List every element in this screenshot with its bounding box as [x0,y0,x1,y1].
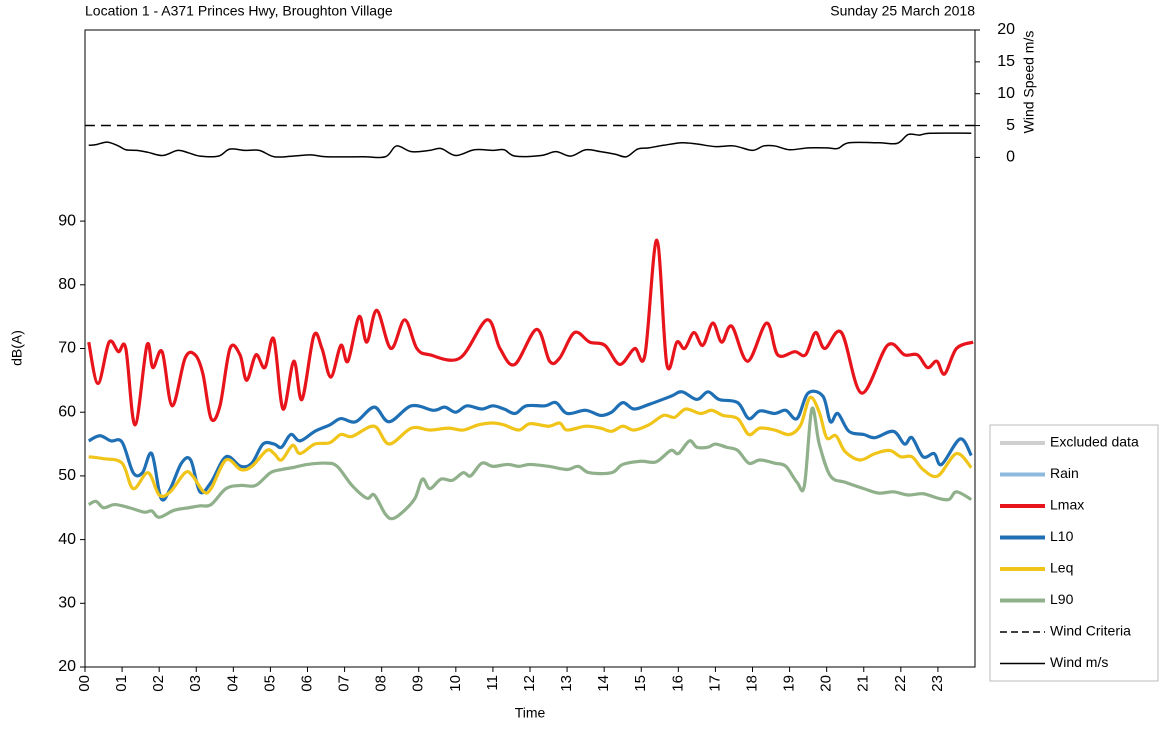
x-tick-label: 22 [892,675,909,692]
y-tick-label: 90 [58,212,76,229]
x-tick-label: 00 [76,675,93,692]
y2-tick-label: 15 [997,53,1015,70]
x-tick-label: 21 [855,675,872,692]
x-tick-label: 04 [224,675,241,692]
legend-label: Wind Criteria [1050,623,1131,639]
x-tick-label: 03 [187,675,204,692]
chart-title: Location 1 - A371 Princes Hwy, Broughton… [85,3,393,19]
y2-tick-label: 0 [1006,149,1015,166]
series-line [87,389,973,502]
x-tick-label: 19 [781,675,798,692]
x-tick-label: 20 [818,675,835,692]
y2-axis-label: Wind Speed m/s [1021,31,1037,134]
x-tick-label: 06 [298,675,315,692]
x-tick-label: 01 [113,675,130,692]
y-tick-label: 60 [58,403,76,420]
series-line [88,395,973,498]
x-tick-label: 05 [261,675,278,692]
legend-label: Excluded data [1050,434,1139,450]
x-tick-label: 16 [669,675,686,692]
x-tick-label: 11 [484,675,501,691]
legend-label: Leq [1050,560,1073,576]
y2-tick-label: 20 [997,21,1015,38]
y-tick-label: 40 [58,531,76,548]
x-tick-label: 08 [373,675,390,692]
x-tick-label: 10 [447,675,464,692]
series-line [88,132,972,159]
legend-label: Lmax [1050,497,1084,513]
y-axis-label: dB(A) [9,330,25,366]
legend-label: Rain [1050,465,1079,481]
legend-label: L90 [1050,591,1074,607]
chart-subtitle: Sunday 25 March 2018 [830,3,975,19]
x-tick-label: 02 [150,675,167,692]
y-tick-label: 70 [58,340,76,357]
x-tick-label: 14 [595,675,612,692]
legend-box [989,424,1159,682]
x-tick-label: 18 [743,675,760,692]
x-tick-label: 23 [929,675,946,692]
legend-label: Wind m/s [1050,654,1108,670]
y-tick-label: 50 [58,467,76,484]
y2-tick-label: 10 [997,85,1015,102]
x-tick-label: 15 [632,675,649,692]
series-line [87,406,973,521]
x-tick-label: 09 [410,675,427,692]
series-line [87,238,974,427]
x-tick-label: 07 [336,675,353,692]
y-tick-label: 80 [58,276,76,293]
legend-label: L10 [1050,528,1074,544]
x-tick-label: 13 [558,675,575,692]
y-tick-label: 30 [58,595,76,612]
x-tick-label: 17 [706,675,723,692]
x-axis-label: Time [515,705,546,721]
y-tick-label: 20 [58,658,76,675]
y2-tick-label: 5 [1006,117,1015,134]
x-tick-label: 12 [521,675,538,692]
